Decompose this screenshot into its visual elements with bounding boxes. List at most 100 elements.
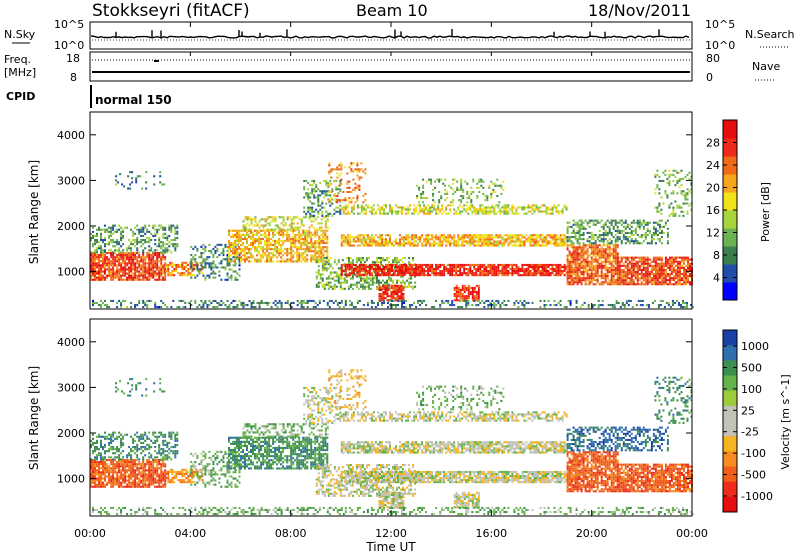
power-cell — [344, 204, 347, 207]
power-cell — [310, 220, 313, 223]
power-cell — [457, 293, 460, 296]
power-cell — [288, 252, 291, 255]
power-cell — [648, 270, 651, 273]
power-cell — [329, 179, 332, 182]
power-cell — [268, 237, 271, 240]
power-cell — [539, 234, 542, 237]
power-cell — [456, 188, 459, 191]
power-cell — [140, 239, 143, 242]
power-cell — [511, 263, 514, 266]
power-cell — [258, 242, 261, 245]
power-cell — [449, 240, 452, 243]
power-cell — [616, 258, 619, 261]
power-cell — [527, 274, 530, 277]
power-cell — [368, 270, 371, 273]
power-cell — [110, 260, 113, 263]
power-cell — [600, 266, 603, 269]
power-cell — [326, 248, 329, 251]
power-cell — [328, 190, 331, 193]
power-cell — [423, 212, 426, 215]
power-cell — [384, 284, 387, 287]
power-cell — [372, 238, 375, 241]
power-cell — [201, 272, 204, 275]
power-cell — [489, 234, 492, 237]
power-cell — [630, 225, 633, 228]
power-cell — [598, 264, 601, 267]
power-cell — [455, 240, 458, 243]
power-cell — [154, 270, 157, 273]
power-cell — [425, 242, 428, 245]
power-cell — [216, 256, 219, 259]
power-cell — [646, 266, 649, 269]
power-cell — [376, 285, 378, 288]
power-cell — [493, 240, 496, 243]
power-cell — [262, 224, 265, 227]
power-cell — [503, 206, 506, 209]
power-cell — [142, 276, 145, 279]
power-cell — [553, 244, 556, 247]
power-cell — [481, 274, 484, 277]
power-cell — [642, 279, 645, 282]
power-cell — [346, 204, 349, 207]
power-cell — [644, 279, 647, 282]
power-cell — [142, 272, 145, 275]
power-cell — [490, 195, 493, 198]
power-cell — [372, 208, 375, 211]
power-cell — [102, 260, 104, 263]
power-cell — [340, 274, 343, 277]
power-cell — [600, 234, 603, 237]
power-cell — [311, 179, 314, 182]
power-cell — [244, 216, 247, 219]
power-cell — [114, 272, 117, 275]
power-cell — [590, 266, 593, 269]
power-cell — [432, 188, 435, 191]
power-cell — [266, 237, 269, 240]
power-cell — [308, 248, 311, 251]
power-cell — [366, 234, 369, 237]
power-cell — [568, 264, 571, 267]
power-cell — [94, 234, 96, 237]
power-cell — [441, 272, 444, 275]
power-cell — [624, 221, 627, 224]
power-cell — [648, 277, 651, 280]
power-cell — [309, 200, 312, 203]
power-cell — [298, 237, 301, 240]
power-cell — [467, 270, 470, 273]
power-cell — [525, 274, 528, 277]
power-cell — [630, 273, 633, 276]
power-cell — [459, 263, 462, 266]
power-cell — [489, 263, 492, 266]
power-cell — [164, 228, 167, 231]
power-cell — [407, 238, 410, 241]
power-cell — [368, 244, 371, 247]
power-cell — [423, 270, 426, 273]
power-cell — [441, 212, 444, 215]
power-cell — [96, 247, 98, 250]
power-cell — [112, 278, 115, 281]
power-cell — [557, 274, 560, 277]
power-cell — [200, 264, 203, 267]
power-cell — [429, 234, 432, 237]
power-cell — [477, 265, 480, 268]
power-cell — [485, 265, 488, 268]
power-cell — [489, 236, 492, 239]
power-cell — [280, 250, 283, 253]
power-cell — [489, 242, 492, 245]
power-cell — [370, 274, 373, 277]
power-cell — [389, 274, 391, 277]
power-cell — [128, 272, 131, 275]
power-cell — [354, 182, 357, 185]
power-cell — [590, 256, 593, 259]
power-cell — [362, 195, 365, 198]
power-cell — [394, 259, 396, 262]
power-cell — [658, 238, 661, 241]
power-cell — [238, 268, 241, 271]
power-cell — [162, 243, 165, 246]
power-cell — [342, 190, 345, 193]
power-cell — [306, 229, 309, 232]
power-cell — [413, 268, 416, 271]
power-cell — [150, 256, 153, 259]
power-cell — [465, 274, 468, 277]
power-cell — [202, 260, 205, 263]
power-cell — [112, 224, 115, 227]
